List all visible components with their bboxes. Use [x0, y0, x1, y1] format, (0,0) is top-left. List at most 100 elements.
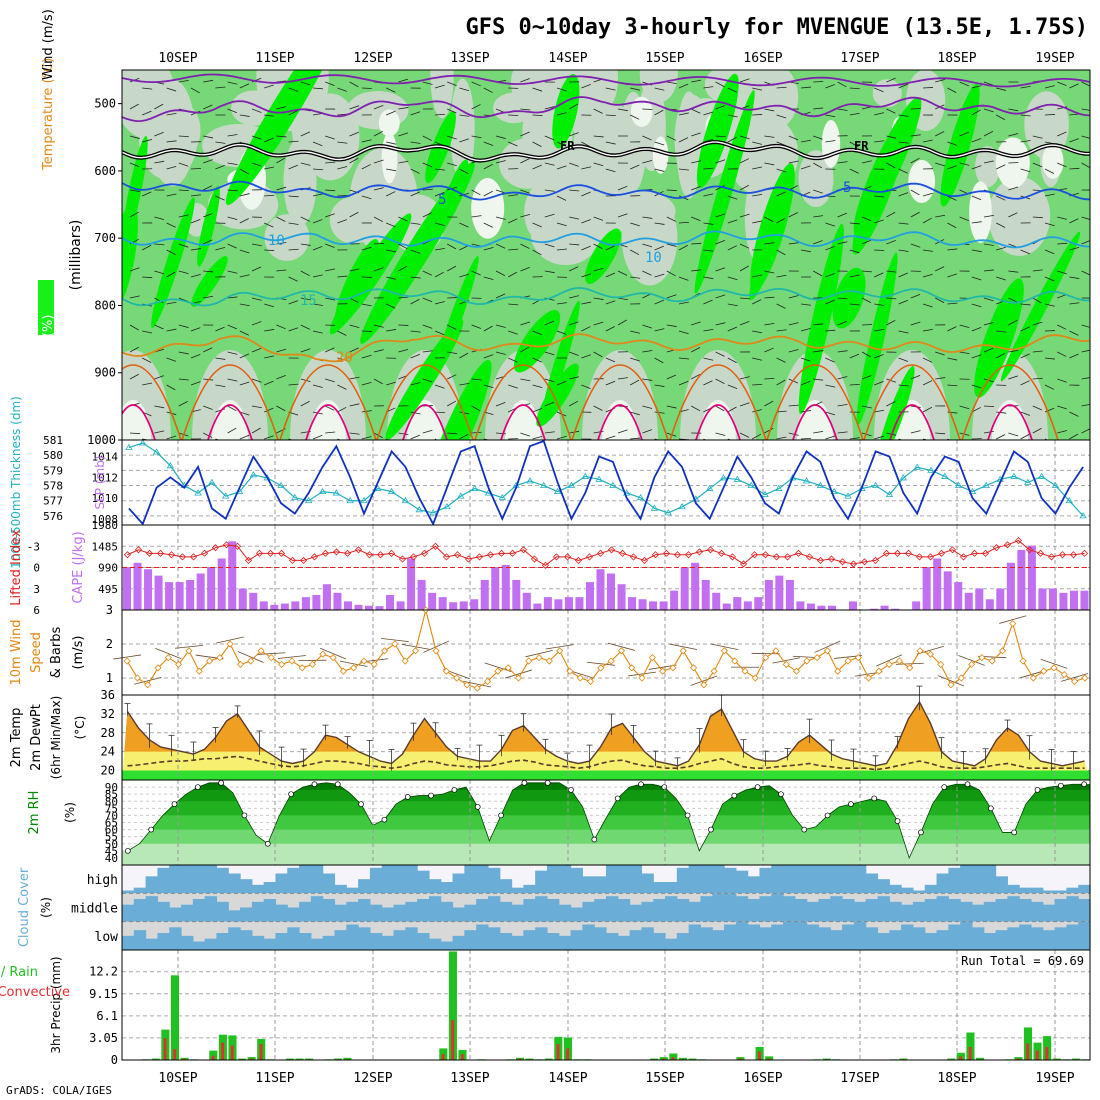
bottom-date-label: 15SEP: [645, 1071, 684, 1086]
precip-convective-bar: [173, 1049, 177, 1060]
cape-bar: [438, 597, 447, 610]
wind-barb: [922, 406, 932, 413]
precip-convective-bar: [662, 1058, 665, 1060]
wind-barb: [971, 276, 982, 281]
cape-bar: [533, 603, 542, 610]
rh-point: [241, 812, 248, 819]
wind-barb: [958, 655, 985, 666]
rh-point: [194, 784, 201, 790]
rh-dry-patch: [730, 75, 789, 117]
thickness-point: [954, 481, 963, 488]
panel-ylabel: 2m RH: [27, 791, 42, 835]
wind-barb: [947, 302, 958, 305]
wind-barb: [874, 272, 884, 278]
isotherm-arch-hot: [889, 404, 935, 440]
rh-moist-plume: [832, 267, 866, 329]
wind-barb: [630, 87, 641, 91]
wind-barb: [715, 378, 725, 384]
wind-barb: [178, 79, 189, 83]
panel-ylabel: 2m Temp: [9, 708, 24, 768]
cloud-cover-cell: [228, 927, 241, 950]
cape-bar: [849, 601, 858, 610]
cloud-cover-cell: [157, 933, 170, 950]
slp-ytick-left: 577: [43, 495, 63, 508]
wind-barb: [1081, 81, 1090, 87]
rh-moist-plume: [191, 256, 228, 307]
wind-barb: [642, 270, 652, 276]
wind-barb: [581, 273, 592, 278]
wind-speed-point: [947, 681, 955, 689]
cloud-cover-cell: [192, 941, 206, 950]
temp-ytick: 28: [101, 726, 115, 740]
cape-bar: [375, 606, 384, 610]
wind-barb: [983, 214, 994, 218]
wind-barb: [922, 273, 933, 278]
lifted-index-point: [530, 555, 539, 563]
wind-barb: [1057, 405, 1067, 410]
wind-barb: [776, 168, 787, 173]
wind-barb: [422, 162, 433, 168]
wind-barb: [886, 108, 896, 114]
wind-barb: [983, 243, 994, 246]
legend-rh-swatch: [38, 280, 54, 335]
wind-barb: [910, 189, 920, 196]
cloud-cover-cell: [700, 927, 713, 950]
wind-barb: [154, 160, 165, 164]
rh-dry-patch: [149, 79, 196, 187]
wind-speed-point: [576, 674, 584, 682]
cloud-cover-cell: [299, 933, 312, 950]
lifted-index-point: [1058, 551, 1067, 559]
lifted-index-point: [860, 558, 869, 566]
cape-bar: [607, 573, 616, 610]
precip-total-bar: [343, 1057, 352, 1060]
wind-barb: [715, 81, 725, 88]
wind-barb: [1094, 383, 1100, 385]
cape-bar: [596, 569, 605, 610]
panel-ylabel: (m/s): [71, 636, 86, 670]
wind-barb: [129, 189, 140, 193]
wind-barb: [569, 295, 580, 299]
wind-barb: [178, 162, 189, 167]
wind-speed-point: [185, 647, 193, 655]
wind-barb: [520, 432, 531, 437]
precip-convective-bar: [451, 1020, 455, 1060]
cloud-cover-cell: [452, 907, 465, 922]
wind-barb: [593, 351, 603, 358]
wind-barb: [788, 349, 799, 353]
cape-bar: [291, 601, 300, 610]
wind-barb: [1081, 240, 1090, 245]
wind-barb: [203, 239, 213, 245]
lifted-index-point: [277, 549, 286, 557]
wind-speed-point: [792, 667, 801, 675]
wind-barb: [532, 357, 542, 363]
wind-barb: [264, 249, 275, 251]
wind-barb: [288, 87, 299, 92]
wind-barb: [752, 114, 763, 116]
wind-barb: [764, 347, 774, 353]
wind-barb: [386, 191, 396, 197]
rh-point: [894, 818, 901, 824]
wind-speed-point: [638, 674, 646, 682]
wind-speed-point: [689, 664, 698, 672]
wind-barb: [1069, 83, 1079, 89]
wind-barb: [703, 193, 714, 197]
wind-barb: [593, 162, 604, 167]
lifted-index-point: [1080, 549, 1089, 557]
rh-ytick: 55: [105, 831, 118, 844]
wind-speed-point: [782, 660, 790, 668]
wind-barb: [1020, 303, 1031, 306]
wind-barb: [581, 326, 591, 332]
wind-barb: [630, 437, 641, 440]
wind-barb: [239, 274, 250, 278]
wind-barb: [1057, 324, 1067, 330]
wind-barb: [898, 299, 909, 305]
wind-barb: [922, 357, 933, 363]
wind-barb: [276, 405, 286, 412]
wind-barb: [996, 330, 1007, 333]
wind-barb: [386, 329, 397, 332]
cloud-cover-cell: [464, 930, 477, 950]
thickness-point: [553, 487, 562, 495]
chart-title: GFS 0~10day 3-hourly for MVENGUE (13.5E,…: [465, 15, 1088, 40]
cloud-cover-cell: [464, 904, 477, 922]
